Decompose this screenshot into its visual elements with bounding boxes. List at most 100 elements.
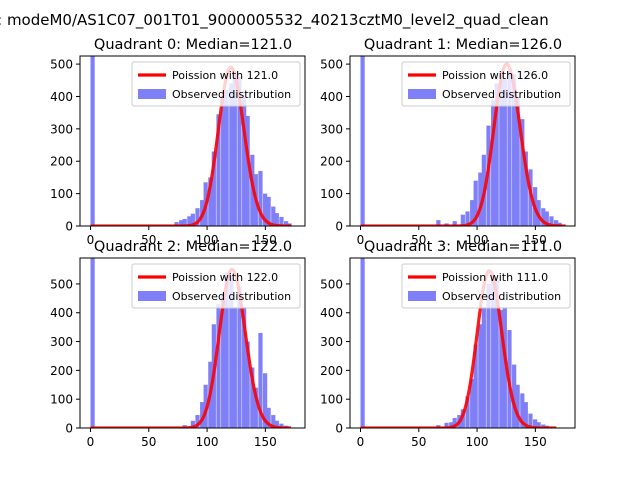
legend-frame: [131, 263, 301, 309]
legend-bar-swatch: [408, 89, 436, 99]
histogram-bar: [258, 332, 263, 428]
histogram-bar: [436, 220, 441, 226]
histogram-bar: [491, 99, 496, 226]
histogram-bar: [190, 420, 195, 428]
legend-frame: [401, 263, 571, 309]
x-tick-label: 100: [196, 233, 219, 247]
y-tick-label: 0: [65, 220, 73, 234]
histogram-bar: [216, 304, 221, 428]
histogram-bar: [360, 258, 365, 428]
axes-frame: [79, 257, 306, 429]
y-tick-label: 300: [50, 335, 73, 349]
histogram-bar: [502, 306, 507, 428]
histogram-bar: [211, 151, 216, 226]
histogram-bar: [470, 379, 475, 428]
histogram-bar: [224, 272, 229, 428]
y-tick-label: 200: [50, 364, 73, 378]
histogram-bar: [554, 220, 559, 226]
histogram-bar: [499, 309, 504, 428]
legend-label-poisson: Poission with 121.0: [172, 69, 278, 82]
legend: Poission with 121.0 Observed distribution: [131, 61, 301, 107]
quadrant-3-axes: 0 50 100 150 0 100 200 300 400 500 Poission with 1…: [320, 257, 576, 449]
histogram-bar: [465, 396, 470, 428]
histogram-bar: [200, 402, 205, 428]
histogram-bar: [195, 415, 200, 428]
x-tick-label: 150: [254, 435, 277, 449]
histogram-bar: [229, 83, 234, 226]
legend-label-observed: Observed distribution: [172, 88, 291, 101]
histogram-bar: [263, 193, 268, 226]
histogram-bar: [242, 96, 247, 226]
histogram-bar: [90, 258, 95, 428]
quadrant-1-title: Quadrant 1: Median=126.0: [364, 37, 562, 53]
y-tick-label: 200: [320, 364, 343, 378]
x-tick-label: 50: [141, 435, 156, 449]
y-tick-label: 100: [50, 393, 73, 407]
legend-label-poisson: Poission with 122.0: [172, 271, 278, 284]
figure-suptitle: n file: modeM0/AS1C07_001T01_9000005532_…: [0, 11, 549, 30]
legend-bar-swatch: [408, 291, 436, 301]
histogram-bar: [512, 73, 517, 226]
axes-frame: [349, 55, 576, 227]
y-tick-label: 100: [50, 187, 73, 201]
legend-label-observed: Observed distribution: [442, 88, 561, 101]
x-tick-label: 150: [254, 233, 277, 247]
y-tick-label: 500: [50, 58, 73, 72]
legend-frame: [131, 61, 301, 107]
x-tick-label: 0: [357, 435, 365, 449]
x-tick-label: 0: [87, 233, 95, 247]
histogram-bar: [174, 222, 179, 226]
histogram-bar: [245, 341, 250, 428]
y-tick-label: 200: [50, 155, 73, 169]
x-tick-label: 0: [357, 233, 365, 247]
y-tick-label: 100: [320, 393, 343, 407]
histogram-bar: [520, 393, 525, 428]
histogram-bar: [502, 78, 507, 226]
histogram-bar: [507, 70, 512, 226]
histogram-bar: [360, 56, 365, 226]
histogram-bar: [512, 364, 517, 428]
histogram-bar: [452, 221, 457, 226]
histogram-bar: [179, 220, 184, 226]
y-tick-label: 300: [320, 335, 343, 349]
histogram-bar: [544, 211, 549, 226]
x-tick-label: 0: [87, 435, 95, 449]
histogram-bar: [229, 275, 234, 428]
x-tick-label: 150: [524, 435, 547, 449]
histogram-bar: [494, 83, 499, 226]
histogram-bar: [486, 283, 491, 428]
y-tick-label: 500: [320, 277, 343, 291]
x-tick-label: 50: [411, 435, 426, 449]
y-tick-label: 0: [65, 422, 73, 436]
histogram-bar: [187, 216, 192, 226]
histogram-bar: [271, 206, 276, 226]
poisson-curve: [360, 269, 557, 428]
x-tick-label: 50: [411, 233, 426, 247]
histogram-bar: [515, 384, 520, 428]
histogram-bar: [473, 344, 478, 428]
quadrant-2-axes: 0 50 100 150 0 100 200 300 400 500 Poission with 1…: [50, 257, 306, 449]
histogram-bar: [263, 373, 268, 428]
histogram-bar: [491, 275, 496, 428]
x-tick-label: 100: [466, 435, 489, 449]
histogram-bar: [271, 415, 276, 428]
histogram-bar: [266, 196, 271, 226]
histogram-bar: [242, 306, 247, 428]
y-tick-label: 500: [320, 58, 343, 72]
histogram-bar: [224, 90, 229, 226]
histogram-bar: [195, 208, 200, 226]
x-tick-label: 50: [141, 233, 156, 247]
legend: Poission with 122.0 Observed distribution: [131, 263, 301, 309]
histogram-bar: [533, 419, 538, 428]
quadrant-0-title: Quadrant 0: Median=121.0: [94, 37, 292, 53]
quadrant-2-title: Quadrant 2: Median=122.0: [94, 239, 292, 255]
histogram-bar: [499, 73, 504, 226]
histogram-bar: [465, 211, 470, 226]
quadrant-1-axes: 0 50 100 150 0 100 200 300 400 500 Poission with 1…: [320, 55, 576, 247]
histogram-bar: [208, 177, 213, 226]
y-tick-label: 200: [320, 155, 343, 169]
histogram-bar: [470, 200, 475, 226]
plot-area: [360, 258, 557, 428]
plot-area: [90, 258, 292, 428]
